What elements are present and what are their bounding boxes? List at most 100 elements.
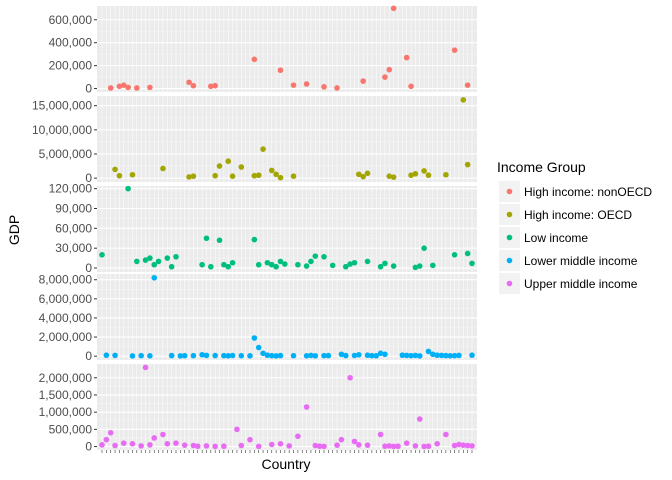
data-point [469,443,475,449]
data-point [451,47,458,53]
data-point [364,258,371,265]
data-point [377,350,384,357]
data-point [116,172,123,179]
data-point [247,436,253,443]
y-tick-label: 60,000 [55,221,92,235]
data-point [160,431,166,438]
data-point [103,352,110,359]
data-point [390,5,397,12]
data-point [382,351,388,358]
data-point [425,443,432,450]
data-point [373,352,380,359]
data-point [190,82,197,89]
data-point [451,442,458,449]
legend-swatch [506,234,513,241]
data-point [464,250,471,257]
data-point [356,442,362,448]
y-tick-label: 0 [85,82,92,96]
data-point [268,441,275,448]
data-point [173,440,179,446]
data-point [147,84,153,91]
facet-panel: 0 500,000 1,000,000 1,500,000 2,000,000 [39,364,477,454]
data-point [403,440,410,446]
data-point [203,235,210,242]
data-point [221,352,227,359]
data-point [238,352,245,359]
data-point [190,442,197,449]
data-point [390,263,397,269]
data-point [229,259,236,266]
data-point [186,174,192,180]
y-tick-label: 0 [85,440,92,454]
data-point [151,435,158,441]
data-point [151,261,158,268]
y-tick-label: 0 [85,349,92,363]
data-point [360,78,366,84]
data-point [199,351,205,358]
data-point [399,352,406,359]
panel-background [97,6,477,92]
data-point [125,84,131,91]
y-tick-label: 90,000 [55,201,92,215]
data-point [408,83,414,90]
data-point [416,353,423,359]
panel-background [97,364,477,450]
data-point [208,263,214,270]
data-point [208,83,214,90]
data-point [251,56,258,63]
data-point [264,352,271,359]
data-point [430,262,436,269]
data-point [268,261,275,268]
y-tick-label: 120,000 [49,182,93,196]
data-point [443,352,449,359]
legend: Income Group High income: nonOECD High in… [497,159,652,294]
y-tick-label: 0 [85,261,92,275]
data-point [412,352,419,359]
y-tick-label: 1,500,000 [39,388,93,402]
data-point [321,352,327,359]
data-point [290,173,297,180]
legend-swatch [506,211,513,218]
data-point [290,82,297,88]
data-point [456,352,462,359]
data-point [164,255,171,261]
data-point [351,438,358,445]
data-point [360,173,366,180]
data-point [277,258,284,265]
data-point [412,264,419,271]
data-point [325,352,332,359]
y-axis-title: GDP [6,215,22,245]
data-point [181,442,188,448]
y-tick-label: 30,000 [55,241,92,255]
data-point [303,81,310,87]
data-point [421,245,427,251]
data-point [403,54,410,61]
data-point [190,352,197,359]
data-point [408,352,414,359]
data-point [412,170,419,177]
data-point [377,431,384,438]
data-point [120,440,127,446]
data-point [447,352,454,359]
data-point [347,261,353,267]
x-axis-title: Country [261,456,310,472]
facet-panel: 0 2,000,000 4,000,000 6,000,000 8,000,000 [39,273,477,363]
data-point [216,237,223,244]
data-point [147,352,153,359]
data-point [138,352,144,359]
facet-panel: 0 5,000,000 10,000,000 15,000,000 [32,96,477,185]
data-point [221,443,227,450]
data-point [434,352,440,359]
y-tick-label: 4,000,000 [39,311,93,325]
data-point [212,443,218,450]
data-point [408,172,414,179]
y-tick-label: 15,000,000 [32,99,92,113]
data-point [112,442,118,449]
data-point [308,258,314,265]
data-point [469,352,475,359]
data-point [286,443,292,449]
data-point [290,352,297,359]
data-point [129,353,136,359]
data-point [103,436,110,443]
legend-label: Low income [524,231,588,245]
